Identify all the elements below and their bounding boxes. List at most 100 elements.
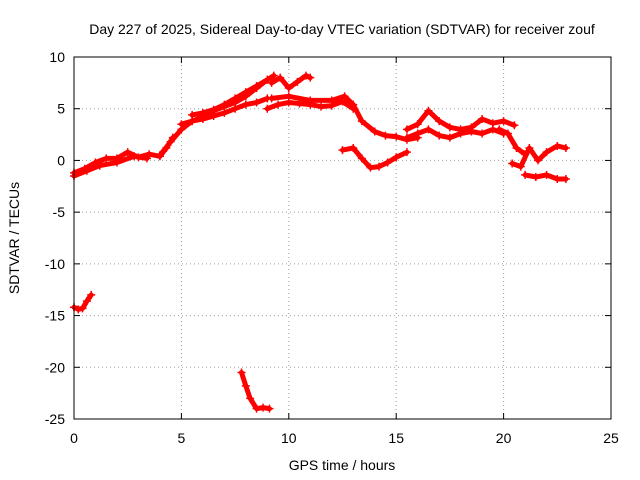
y-tick-label: -20: [45, 359, 65, 375]
data-point: [130, 152, 139, 161]
x-tick-label: 10: [281, 430, 297, 446]
data-point: [177, 120, 186, 129]
data-point: [267, 94, 276, 103]
data-point: [349, 144, 358, 153]
data-point: [267, 78, 276, 87]
data-point: [327, 96, 336, 105]
data-point: [301, 71, 310, 80]
data-point: [516, 162, 525, 171]
plot-frame: [73, 56, 612, 420]
data-point: [252, 81, 261, 90]
data-point: [198, 108, 207, 117]
data-point: [220, 100, 229, 109]
data-point: [357, 117, 366, 126]
data-point: [508, 159, 517, 168]
data-point: [424, 106, 433, 115]
data-point: [338, 146, 347, 155]
data-point: [78, 304, 87, 313]
data-point: [155, 151, 164, 160]
data-point: [252, 404, 261, 413]
data-point: [553, 141, 562, 150]
data-point: [82, 297, 91, 306]
data-point: [357, 154, 366, 163]
data-point: [366, 163, 375, 172]
data-point: [293, 77, 302, 86]
data-point: [241, 88, 250, 97]
data-point: [521, 170, 530, 179]
data-point: [424, 125, 433, 134]
y-tick-label: -15: [45, 308, 65, 324]
data-point: [241, 381, 250, 390]
x-tick-label: 15: [388, 430, 404, 446]
data-point: [340, 92, 349, 101]
data-point: [495, 125, 504, 134]
data-point: [252, 98, 261, 107]
y-tick-label: -5: [53, 204, 66, 220]
data-trace-arc-12: [496, 126, 528, 157]
data-point: [413, 120, 422, 129]
data-point: [265, 404, 274, 413]
data-point: [525, 144, 534, 153]
data-point: [74, 305, 83, 314]
data-point: [143, 154, 152, 163]
data-trace-arc-9: [340, 145, 410, 171]
data-point: [402, 148, 411, 157]
data-point: [263, 75, 272, 84]
data-point: [512, 144, 521, 153]
y-axis-label: SDTVAR / TECUs: [6, 182, 22, 294]
x-axis-label: GPS time / hours: [289, 457, 396, 473]
data-point: [503, 129, 512, 138]
data-point: [531, 172, 540, 181]
data-point: [145, 150, 154, 159]
data-point: [306, 73, 315, 82]
data-point: [123, 148, 132, 157]
data-point: [542, 148, 551, 157]
x-tick-label: 0: [70, 430, 78, 446]
data-point: [269, 71, 278, 80]
y-tick-label: 10: [49, 49, 65, 65]
data-point: [87, 290, 96, 299]
data-point: [284, 92, 293, 101]
data-point: [276, 73, 285, 82]
data-point: [102, 154, 111, 163]
data-point: [220, 108, 229, 117]
ticks: 0 5 10 15 20 25 -25 -20 -15 -10 -5 0 5 10: [45, 49, 619, 446]
data-point: [231, 94, 240, 103]
data-point: [445, 123, 454, 132]
data-trace-arc-16: [239, 370, 272, 412]
data-point: [561, 144, 570, 153]
data-point: [456, 129, 465, 138]
data-point: [241, 100, 250, 109]
data-point: [284, 84, 293, 93]
data-point: [188, 110, 197, 119]
x-tick-label: 5: [178, 430, 186, 446]
data-point: [306, 96, 315, 105]
data-point: [402, 133, 411, 142]
data-point: [231, 104, 240, 113]
data-point: [392, 132, 401, 141]
data-point: [259, 403, 268, 412]
data-point: [510, 121, 519, 130]
data-point: [112, 158, 121, 167]
data-trace-arc-11: [404, 126, 507, 141]
data-point: [274, 100, 283, 109]
y-tick-label: 0: [57, 152, 65, 168]
data-point: [370, 127, 379, 136]
data-point: [467, 127, 476, 136]
data-point: [317, 102, 326, 111]
data-point: [237, 368, 246, 377]
data-point: [392, 153, 401, 162]
x-tick-label: 25: [603, 430, 619, 446]
data-point: [209, 105, 218, 114]
data-point: [542, 170, 551, 179]
data-point: [435, 117, 444, 126]
data-point: [381, 131, 390, 140]
data-point: [478, 129, 487, 138]
data-point: [375, 162, 384, 171]
grid: [74, 57, 611, 419]
data-point: [349, 100, 358, 109]
chart-title: Day 227 of 2025, Sidereal Day-to-day VTE…: [89, 21, 595, 37]
data-point: [263, 104, 272, 113]
data-point: [95, 161, 104, 170]
